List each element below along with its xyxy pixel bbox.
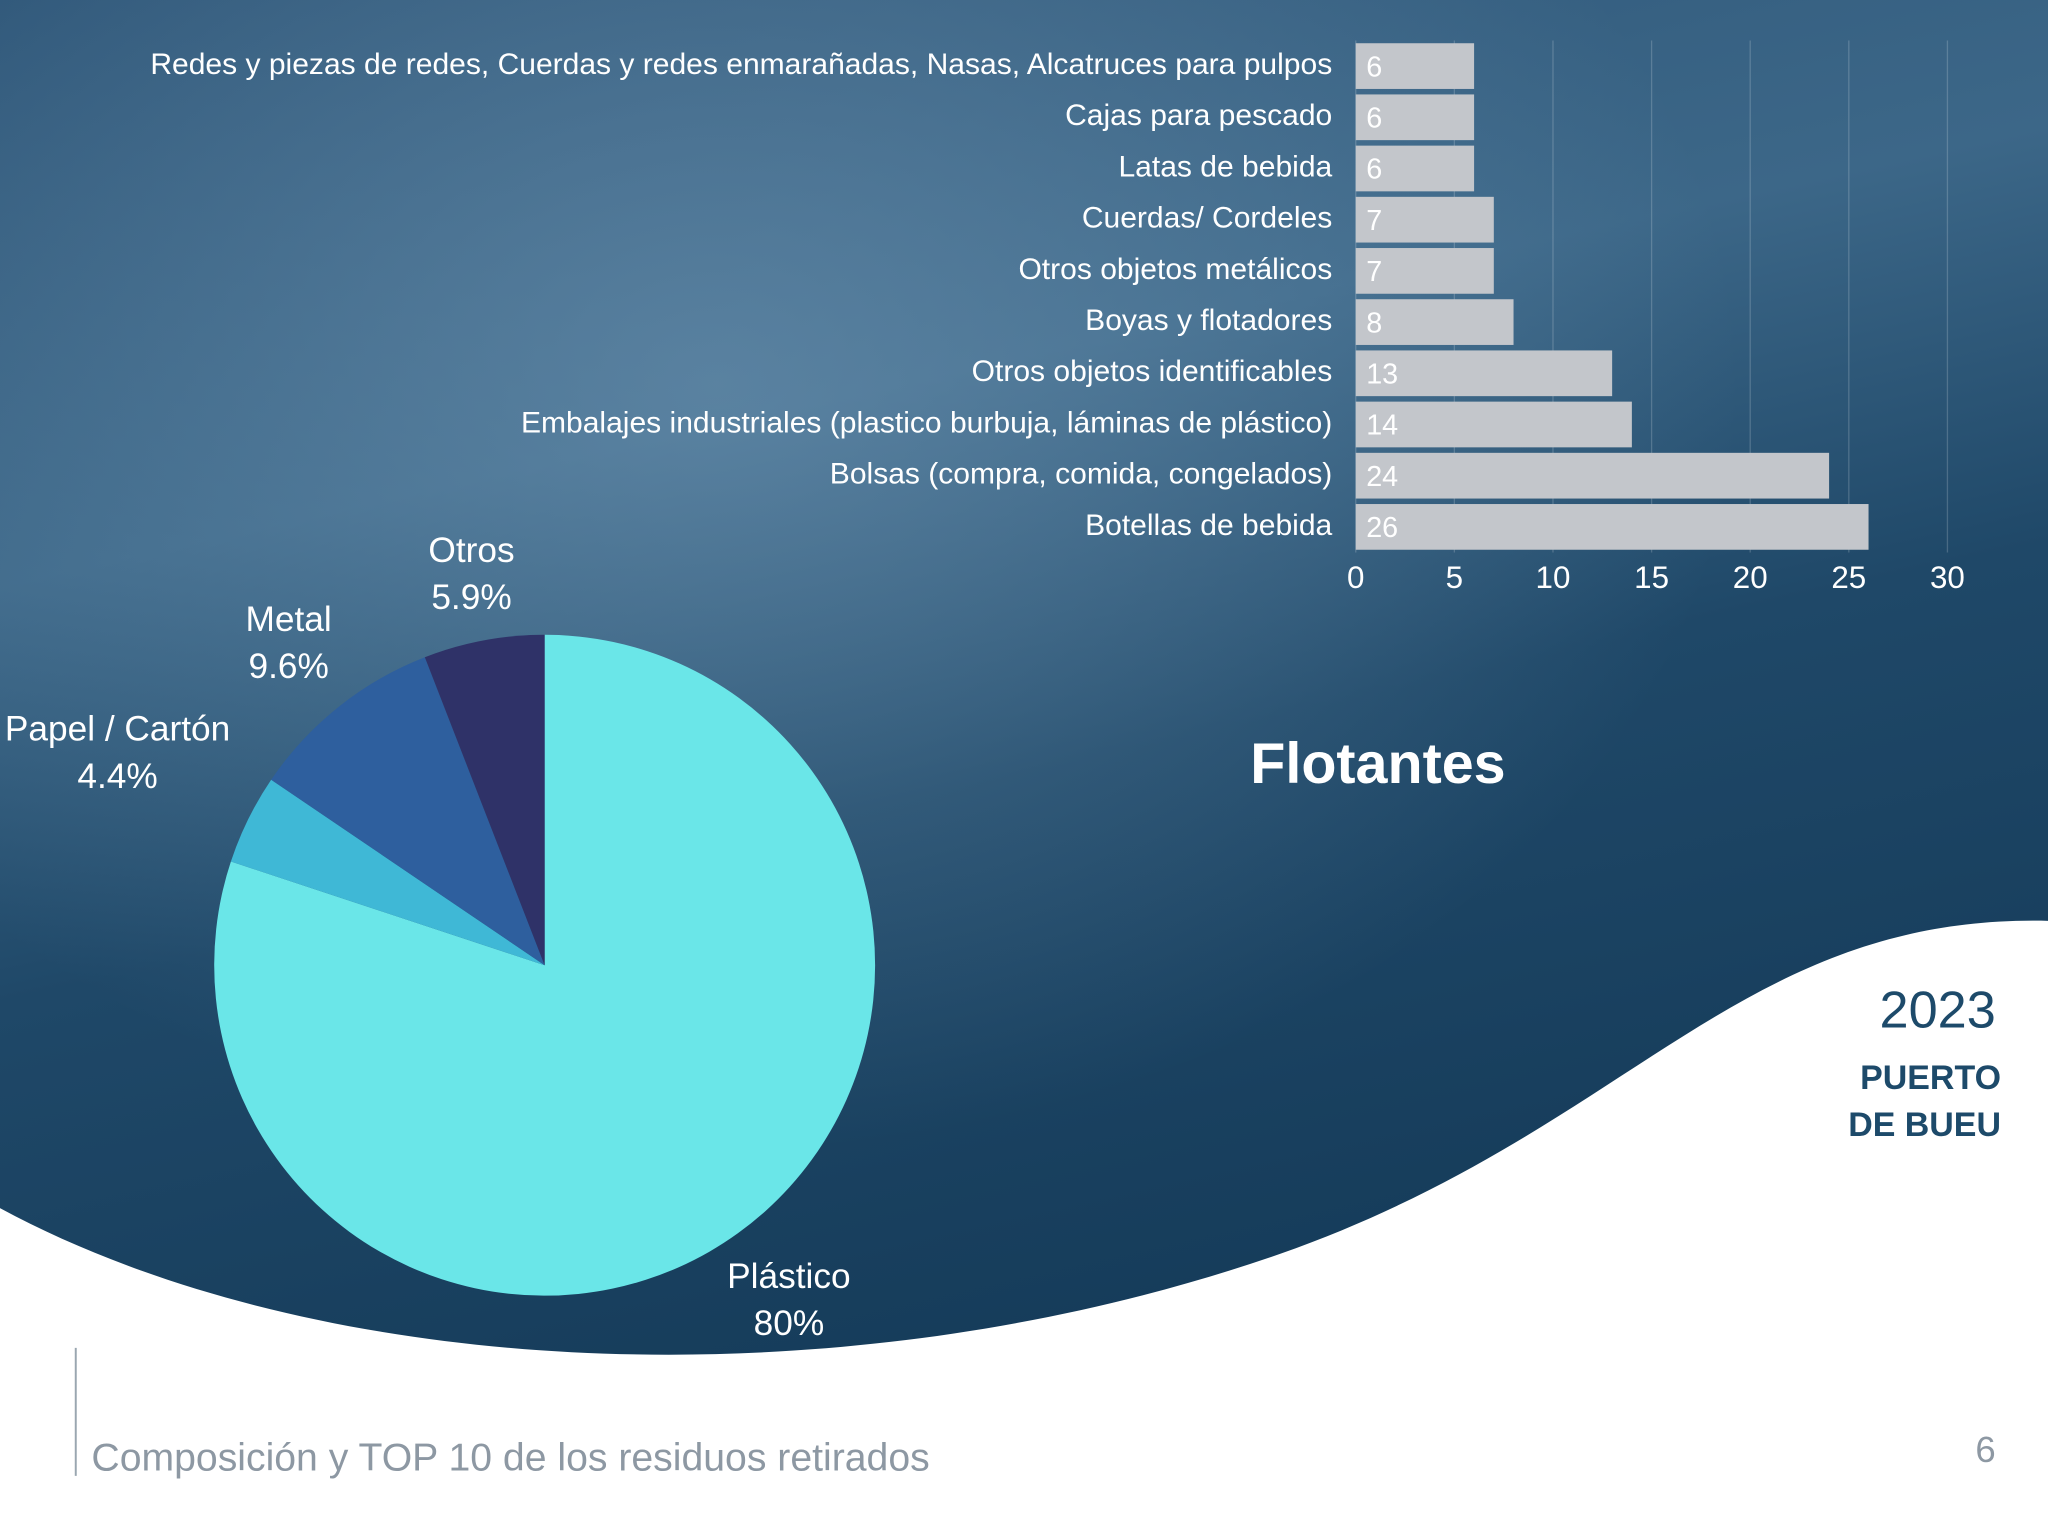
x-tick-label: 30 bbox=[1930, 560, 1965, 595]
pie-slice bbox=[230, 779, 545, 966]
category-label: Cuerdas/ Cordeles bbox=[1082, 202, 1332, 235]
x-tick-label: 15 bbox=[1634, 560, 1669, 595]
bar bbox=[1355, 248, 1494, 294]
heading: Flotantes bbox=[1250, 732, 1505, 796]
data-label: 14 bbox=[1366, 410, 1398, 442]
place-line: PUERTO bbox=[1860, 1059, 2001, 1097]
category-label: Botellas de bebida bbox=[1085, 509, 1332, 542]
data-label: 8 bbox=[1366, 307, 1382, 339]
data-label: 6 bbox=[1366, 102, 1382, 134]
x-tick-label: 5 bbox=[1446, 560, 1463, 595]
category-label: Latas de bebida bbox=[1118, 150, 1332, 183]
x-tick-label: 25 bbox=[1831, 560, 1866, 595]
x-tick-label: 10 bbox=[1536, 560, 1571, 595]
data-label: 6 bbox=[1366, 51, 1382, 83]
slice-value: 9.6% bbox=[248, 647, 328, 686]
place-line: DE BUEU bbox=[1848, 1106, 2001, 1144]
slice-label: Otros bbox=[428, 531, 514, 570]
x-tick-label: 20 bbox=[1733, 560, 1768, 595]
wave bbox=[0, 920, 2048, 1536]
data-label: 26 bbox=[1366, 512, 1398, 544]
page-number: 6 bbox=[1975, 1429, 1995, 1470]
category-label: Redes y piezas de redes, Cuerdas y redes… bbox=[150, 48, 1332, 81]
pie-slice bbox=[214, 634, 876, 1296]
bar bbox=[1355, 452, 1830, 499]
data-label: 13 bbox=[1366, 358, 1398, 390]
slice-label: Plástico bbox=[727, 1257, 850, 1296]
slice-label: Metal bbox=[246, 600, 332, 639]
data-label: 7 bbox=[1366, 256, 1382, 288]
bar bbox=[1355, 145, 1475, 192]
bar bbox=[1355, 504, 1869, 550]
category-label: Boyas y flotadores bbox=[1085, 304, 1332, 337]
category-label: Otros objetos metálicos bbox=[1018, 253, 1332, 286]
category-label: Embalajes industriales (plastico burbuja… bbox=[521, 406, 1332, 439]
year: 2023 bbox=[1880, 981, 1996, 1039]
data-label: 24 bbox=[1366, 461, 1398, 493]
pie-slice bbox=[271, 657, 545, 966]
bar bbox=[1355, 94, 1475, 141]
category-label: Otros objetos identificables bbox=[972, 355, 1333, 388]
x-tick-label: 0 bbox=[1347, 560, 1364, 595]
footer: Composición y TOP 10 de los residuos ret… bbox=[91, 1437, 929, 1480]
pie-chart: Plástico 80% Papel / Cartón 4.4% Metal 9.6% Ot… bbox=[5, 531, 876, 1343]
data-label: 6 bbox=[1366, 154, 1382, 186]
bar bbox=[1355, 350, 1613, 397]
slice-value: 5.9% bbox=[431, 578, 511, 617]
bar-chart: 0 5 10 15 20 25 30 Redes y piezas de redes, Cue… bbox=[150, 40, 1965, 595]
slice-value: 80% bbox=[754, 1304, 825, 1343]
bar bbox=[1355, 196, 1494, 243]
data-label: 7 bbox=[1366, 205, 1382, 237]
category-label: Cajas para pescado bbox=[1065, 99, 1332, 132]
bar bbox=[1355, 401, 1632, 448]
pie-slice bbox=[424, 634, 545, 966]
bar bbox=[1355, 43, 1475, 89]
slice-value: 4.4% bbox=[77, 757, 157, 796]
category-label: Bolsas (compra, comida, congelados) bbox=[830, 458, 1332, 491]
bar bbox=[1355, 299, 1514, 345]
slice-label: Papel / Cartón bbox=[5, 710, 230, 749]
